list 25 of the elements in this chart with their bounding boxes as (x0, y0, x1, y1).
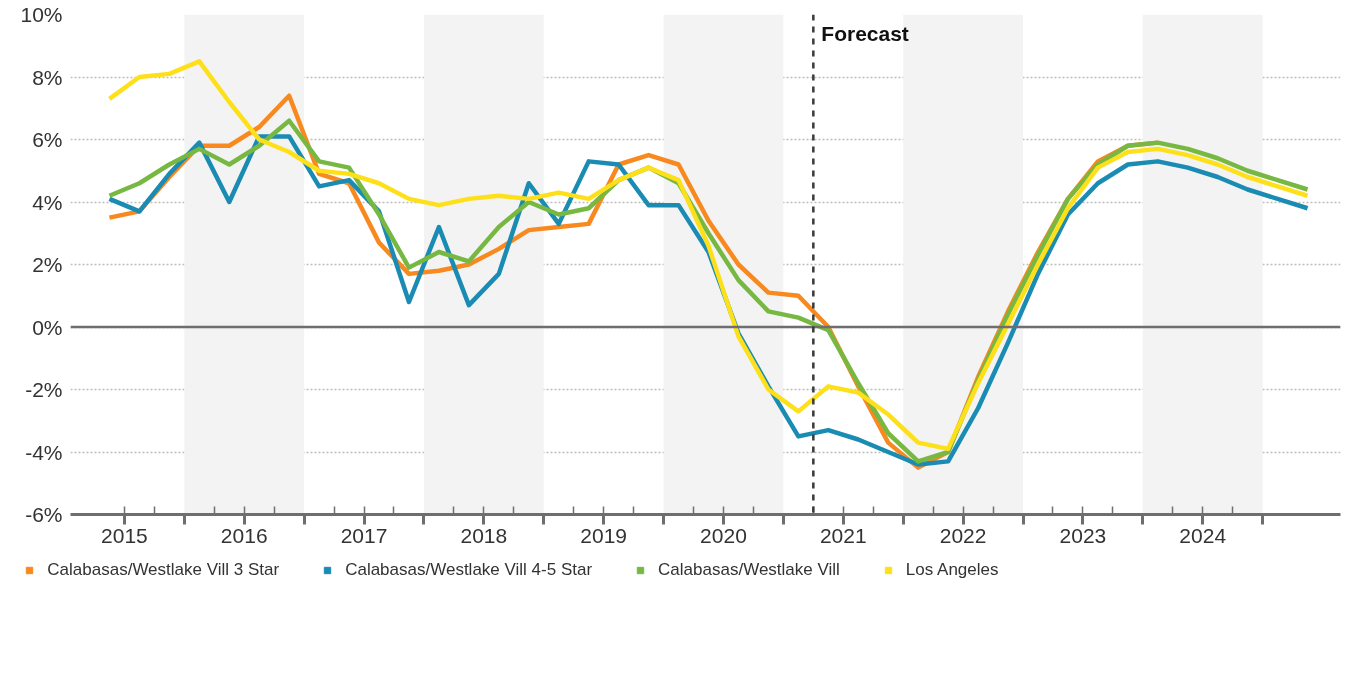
y-tick-label: -2% (25, 378, 63, 401)
x-tick-label: 2018 (460, 523, 508, 547)
legend-label: Calabasas/Westlake Vill 4-5 Star (345, 560, 593, 580)
x-tick-label: 2020 (700, 523, 747, 547)
y-tick-label: -6% (25, 503, 63, 526)
x-tick-label: 2021 (819, 523, 867, 547)
x-tick-label: 2016 (220, 523, 268, 547)
legend-label: Calabasas/Westlake Vill 3 Star (47, 560, 280, 580)
legend-label: Los Angeles (905, 560, 999, 580)
y-tick-label: 2% (32, 253, 63, 276)
x-tick-label: 2022 (939, 523, 987, 547)
x-tick-label: 2015 (101, 523, 148, 547)
y-tick-label: 0% (32, 315, 63, 339)
x-tick-label: 2024 (1179, 523, 1227, 547)
y-tick-label: 10% (20, 3, 63, 26)
y-tick-label: -4% (25, 440, 63, 464)
x-tick-label: 2019 (580, 523, 628, 547)
y-tick-label: 4% (32, 190, 63, 214)
ref-line-label: Forecast (821, 21, 909, 45)
x-tick-label: 2023 (1059, 523, 1107, 547)
line-series (107, 59, 1310, 452)
y-tick-label: 8% (32, 65, 63, 89)
legend-label: Calabasas/Westlake Vill (658, 560, 840, 580)
x-tick-label: 2017 (340, 523, 388, 547)
y-tick-label: 6% (32, 128, 63, 151)
